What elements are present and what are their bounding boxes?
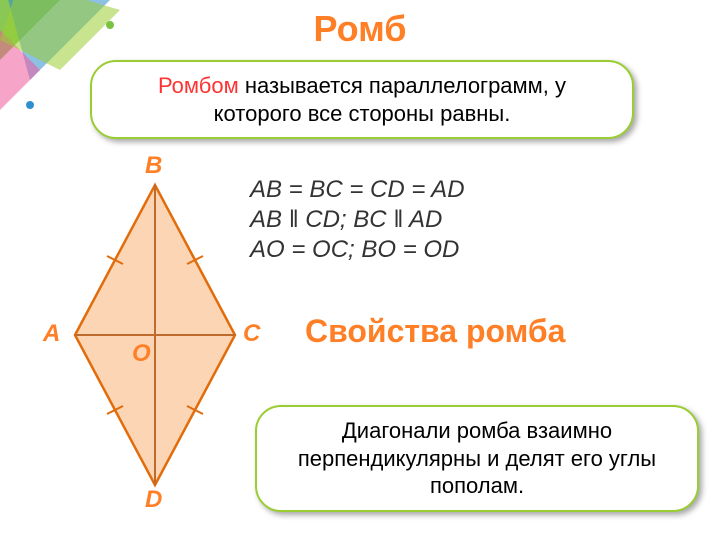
eq-line3: AO = OC; BO = OD <box>250 235 465 265</box>
equations-block: AB = BC = CD = AD AB ǁ CD; BC ǁ AD AO = … <box>250 175 465 265</box>
definition-pill: Ромбом называется параллелограмм, у кото… <box>90 60 634 139</box>
vertex-b: B <box>145 152 162 180</box>
property-pill: Диагонали ромба взаимно перпендикулярны … <box>255 405 699 512</box>
vertex-a: A <box>43 320 60 348</box>
property-text: Диагонали ромба взаимно перпендикулярны … <box>298 418 656 498</box>
rhombus-diagram: A B C D O <box>65 170 245 500</box>
vertex-c: C <box>243 320 260 348</box>
definition-rest: называется параллелограмм, у которого вс… <box>214 73 566 126</box>
eq-line2: AB ǁ CD; BC ǁ AD <box>250 205 465 235</box>
subtitle: Свойства ромба <box>305 313 565 350</box>
eq-line1: AB = BC = CD = AD <box>250 175 465 205</box>
page-title: Ромб <box>0 8 720 50</box>
vertex-o: O <box>132 340 151 368</box>
vertex-d: D <box>145 486 162 514</box>
definition-em: Ромбом <box>158 73 239 98</box>
